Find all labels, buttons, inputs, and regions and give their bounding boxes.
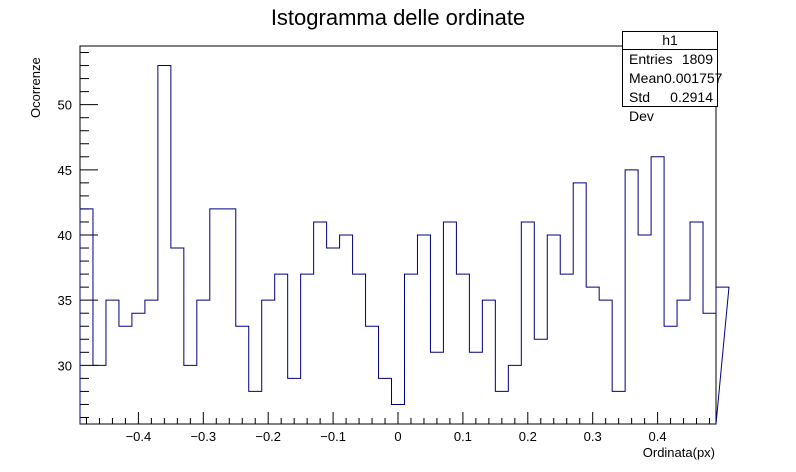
y-tick-label: 30: [58, 358, 72, 373]
y-tick-label: 40: [58, 228, 72, 243]
x-tick-label: −0.2: [255, 429, 281, 444]
y-tick-label: 45: [58, 163, 72, 178]
x-tick-label: 0.3: [584, 429, 602, 444]
x-tick-label: −0.4: [126, 429, 152, 444]
histogram-series-line: [79, 65, 730, 425]
stats-box-name: h1: [623, 32, 717, 50]
y-axis-label: Ocorrenze: [28, 57, 43, 118]
x-axis: −0.4 −0.3 −0.2 −0.1 0 0.1 0.2 0.3 0.4: [85, 412, 711, 444]
chart-title: Istogramma delle ordinate: [270, 5, 526, 30]
x-axis-label: Ordinata(px): [643, 445, 715, 460]
x-tick-label: 0.1: [454, 429, 472, 444]
stats-value: 1809: [681, 51, 713, 67]
x-tick-label: −0.3: [190, 429, 216, 444]
stats-box: h1 Entries 1809 Mean 0.001757 Std Dev 0.…: [622, 31, 722, 124]
stats-label: Entries: [629, 51, 673, 67]
x-tick-label: 0: [394, 429, 401, 444]
stats-row-mean: Mean 0.001757: [623, 69, 722, 88]
stats-label: Std Dev: [629, 89, 654, 124]
x-tick-label: 0.2: [519, 429, 537, 444]
y-axis: 30 35 40 45 50: [58, 52, 98, 418]
x-tick-label: −0.1: [320, 429, 346, 444]
stats-value: 0.2914: [670, 89, 713, 105]
y-tick-label: 35: [58, 293, 72, 308]
x-tick-label: 0.4: [649, 429, 667, 444]
y-tick-label: 50: [58, 98, 72, 113]
stats-value: 0.001757: [664, 70, 723, 86]
plot-frame: [79, 45, 717, 425]
stats-label: Mean: [629, 70, 665, 86]
stats-row-stddev: Std Dev 0.2914: [623, 88, 717, 124]
stats-row-entries: Entries 1809: [623, 50, 717, 69]
